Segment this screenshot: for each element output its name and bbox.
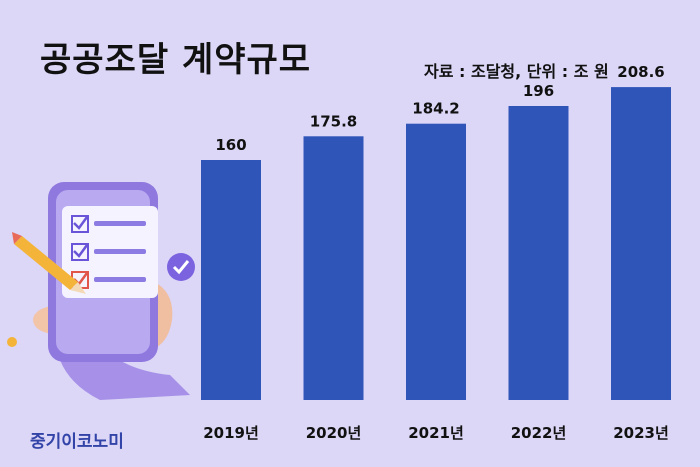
value-label: 175.8 xyxy=(310,112,357,130)
page-title: 공공조달 계약규모 xyxy=(40,40,312,80)
brand-logo: 중기이코노미 xyxy=(30,432,124,452)
value-label: 208.6 xyxy=(617,63,664,81)
value-label: 160 xyxy=(215,136,246,154)
value-label: 196 xyxy=(523,82,554,100)
bar-2019년 xyxy=(201,160,261,400)
category-label: 2020년 xyxy=(306,424,362,442)
category-label: 2022년 xyxy=(511,424,567,442)
source-note: 자료 : 조달청, 단위 : 조 원 xyxy=(424,62,609,81)
check-circle-icon xyxy=(167,253,195,281)
coin-dot-icon xyxy=(7,337,17,347)
bar-2023년 xyxy=(611,87,671,400)
bar-2020년 xyxy=(303,136,364,401)
value-label: 184.2 xyxy=(412,100,459,118)
checklist-phone-illustration xyxy=(7,182,195,400)
category-label: 2021년 xyxy=(408,424,464,442)
category-label: 2023년 xyxy=(613,424,669,442)
bar-2022년 xyxy=(508,106,569,400)
category-label: 2019년 xyxy=(203,424,259,442)
checklist-icon xyxy=(62,206,158,298)
bar-2021년 xyxy=(406,123,466,400)
pencil-icon xyxy=(12,232,86,294)
